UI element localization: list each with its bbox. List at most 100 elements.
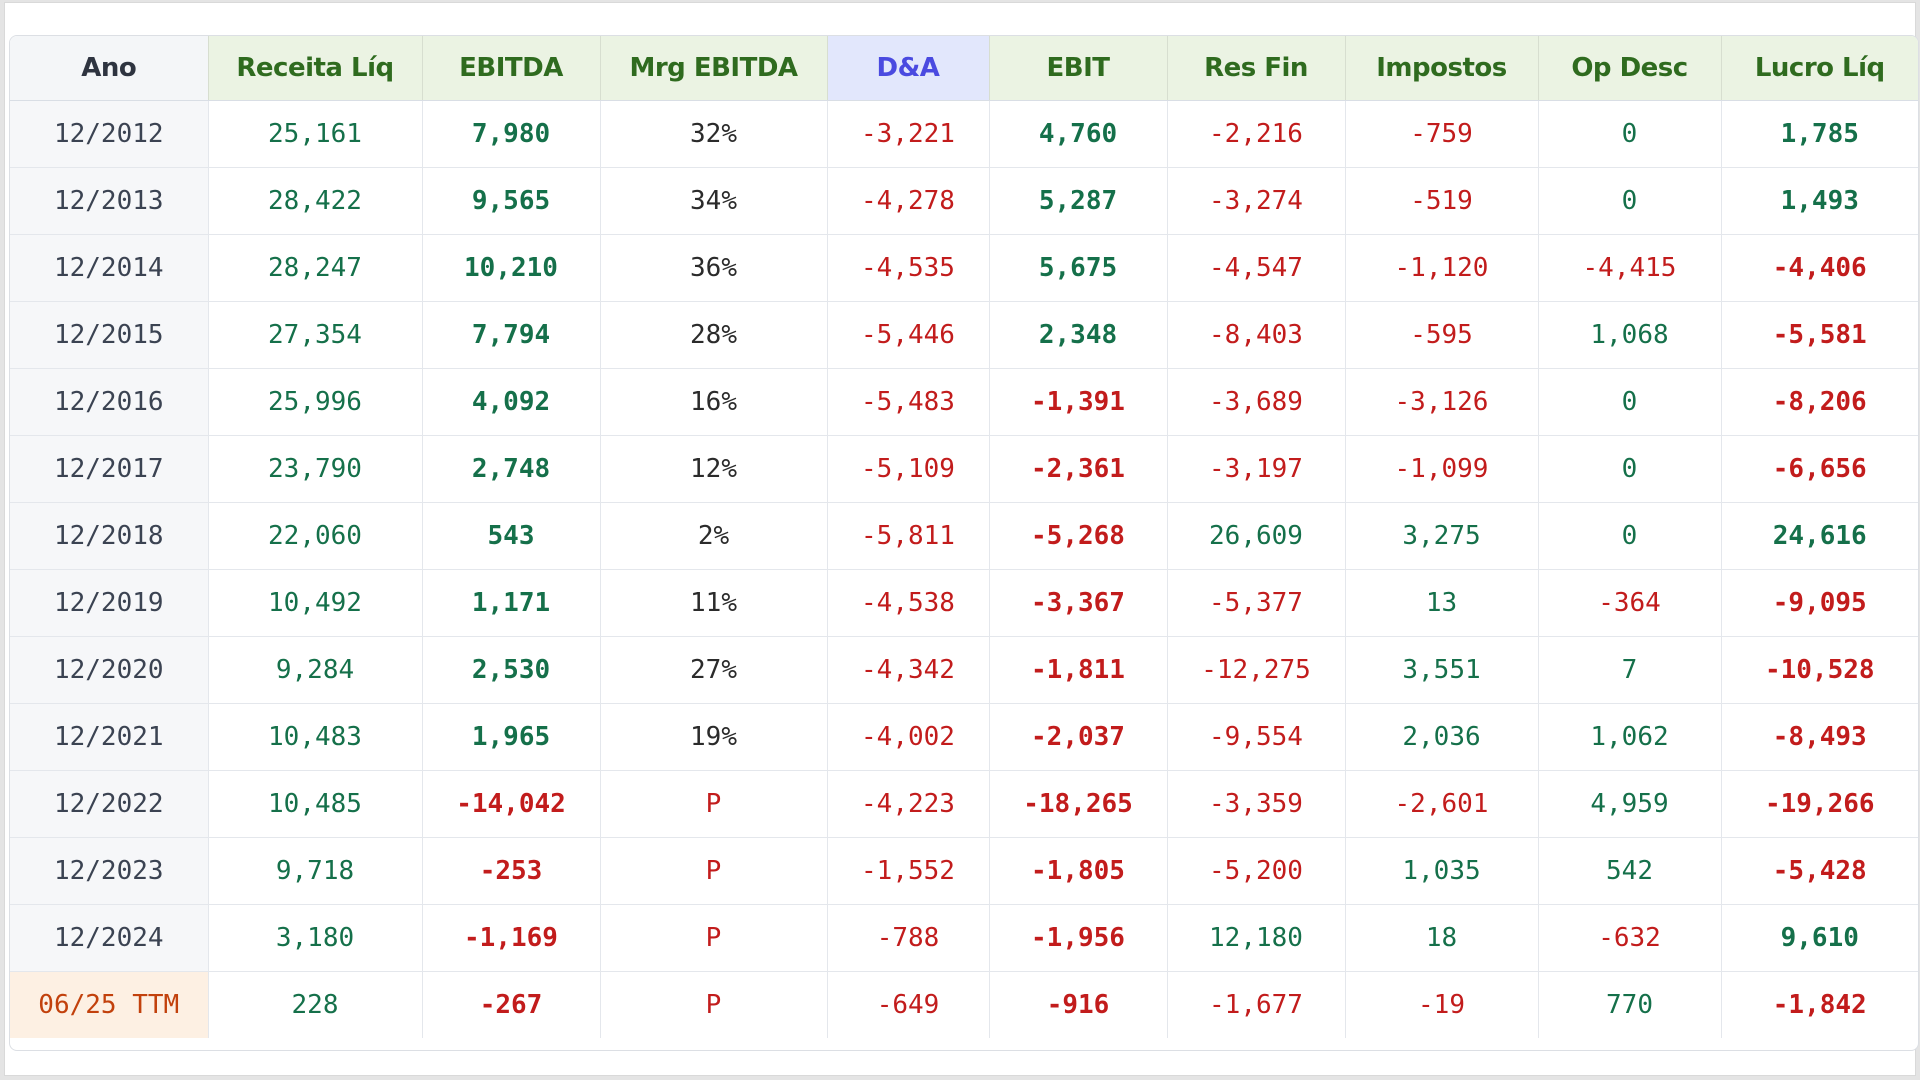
table-row[interactable]: 06/25 TTM 228 -267 P -649 -916 -1,677 -19 770 -1,… <box>10 971 1918 1038</box>
cell-ano: 06/25 TTM <box>10 971 209 1038</box>
table-row[interactable]: 12/2013 28,422 9,565 34% -4,278 5,287 -3,274 -5… <box>10 167 1918 235</box>
cell-receita-liq: 10,485 <box>208 770 423 838</box>
table-row[interactable]: 12/2012 25,161 7,980 32% -3,221 4,760 -2,216 -7… <box>10 100 1918 168</box>
cell-impostos: -1,099 <box>1345 435 1539 503</box>
cell-op-desc: 0 <box>1538 167 1722 235</box>
cell-ano: 12/2013 <box>10 167 209 235</box>
cell-res-fin: -3,359 <box>1167 770 1346 838</box>
cell-op-desc: 0 <box>1538 435 1722 503</box>
cell-mrg-ebitda: 32% <box>600 100 828 168</box>
cell-mrg-ebitda: P <box>600 837 828 905</box>
cell-ebitda: 7,794 <box>422 301 601 369</box>
column-header-receita-liq[interactable]: Receita Líq <box>208 36 423 101</box>
column-header-ebit[interactable]: EBIT <box>989 36 1168 101</box>
cell-impostos: -2,601 <box>1345 770 1539 838</box>
cell-d-and-a: -649 <box>827 971 990 1038</box>
cell-lucro-liq: 1,785 <box>1721 100 1918 168</box>
cell-lucro-liq: -6,656 <box>1721 435 1918 503</box>
cell-ebitda: 9,565 <box>422 167 601 235</box>
cell-op-desc: 4,959 <box>1538 770 1722 838</box>
cell-op-desc: -632 <box>1538 904 1722 972</box>
cell-mrg-ebitda: 34% <box>600 167 828 235</box>
cell-lucro-liq: -5,428 <box>1721 837 1918 905</box>
column-header-mrg-ebitda[interactable]: Mrg EBITDA <box>600 36 828 101</box>
column-header-ebitda[interactable]: EBITDA <box>422 36 601 101</box>
table-row[interactable]: 12/2024 3,180 -1,169 P -788 -1,956 12,180 18 -63… <box>10 904 1918 972</box>
cell-ano: 12/2016 <box>10 368 209 436</box>
cell-receita-liq: 23,790 <box>208 435 423 503</box>
cell-d-and-a: -788 <box>827 904 990 972</box>
cell-ano: 12/2020 <box>10 636 209 704</box>
cell-ano: 12/2022 <box>10 770 209 838</box>
cell-res-fin: -3,274 <box>1167 167 1346 235</box>
table-row[interactable]: 12/2015 27,354 7,794 28% -5,446 2,348 -8,403 -5… <box>10 301 1918 369</box>
table-row[interactable]: 12/2017 23,790 2,748 12% -5,109 -2,361 -3,197-… <box>10 435 1918 503</box>
cell-mrg-ebitda: P <box>600 904 828 972</box>
cell-ano: 12/2017 <box>10 435 209 503</box>
cell-ebit: -2,037 <box>989 703 1168 771</box>
cell-receita-liq: 25,161 <box>208 100 423 168</box>
cell-ebit: -5,268 <box>989 502 1168 570</box>
financial-table: Ano Receita Líq EBITDA Mrg EBITDA D&A EB… <box>10 36 1918 1038</box>
cell-ebit: -18,265 <box>989 770 1168 838</box>
cell-res-fin: -4,547 <box>1167 234 1346 302</box>
cell-lucro-liq: -19,266 <box>1721 770 1918 838</box>
cell-d-and-a: -5,811 <box>827 502 990 570</box>
cell-op-desc: 1,068 <box>1538 301 1722 369</box>
cell-impostos: -1,120 <box>1345 234 1539 302</box>
cell-ebit: -916 <box>989 971 1168 1038</box>
cell-mrg-ebitda: 11% <box>600 569 828 637</box>
cell-impostos: 13 <box>1345 569 1539 637</box>
cell-lucro-liq: -9,095 <box>1721 569 1918 637</box>
cell-lucro-liq: -10,528 <box>1721 636 1918 704</box>
cell-ebitda: -253 <box>422 837 601 905</box>
column-header-res-fin[interactable]: Res Fin <box>1167 36 1346 101</box>
cell-op-desc: -4,415 <box>1538 234 1722 302</box>
column-header-op-desc[interactable]: Op Desc <box>1538 36 1722 101</box>
cell-ebit: -1,811 <box>989 636 1168 704</box>
cell-receita-liq: 9,284 <box>208 636 423 704</box>
column-header-impostos[interactable]: Impostos <box>1345 36 1539 101</box>
cell-d-and-a: -4,535 <box>827 234 990 302</box>
cell-ano: 12/2019 <box>10 569 209 637</box>
cell-lucro-liq: -5,581 <box>1721 301 1918 369</box>
cell-mrg-ebitda: P <box>600 770 828 838</box>
cell-d-and-a: -4,538 <box>827 569 990 637</box>
cell-ebitda: 4,092 <box>422 368 601 436</box>
cell-d-and-a: -5,483 <box>827 368 990 436</box>
table-row[interactable]: 12/2020 9,284 2,530 27% -4,342 -1,811 -12,275 3… <box>10 636 1918 704</box>
cell-res-fin: -9,554 <box>1167 703 1346 771</box>
cell-op-desc: 542 <box>1538 837 1722 905</box>
cell-receita-liq: 27,354 <box>208 301 423 369</box>
table-row[interactable]: 12/2016 25,996 4,092 16% -5,483 -1,391 -3,689-… <box>10 368 1918 436</box>
column-header-d-and-a[interactable]: D&A <box>827 36 990 101</box>
cell-ano: 12/2018 <box>10 502 209 570</box>
cell-d-and-a: -4,342 <box>827 636 990 704</box>
table-row[interactable]: 12/2019 10,492 1,171 11% -4,538 -3,367 -5,377 1… <box>10 569 1918 637</box>
cell-d-and-a: -5,446 <box>827 301 990 369</box>
cell-lucro-liq: 9,610 <box>1721 904 1918 972</box>
cell-ebit: -3,367 <box>989 569 1168 637</box>
column-header-lucro-liq[interactable]: Lucro Líq <box>1721 36 1918 101</box>
column-header-ano[interactable]: Ano <box>10 36 209 101</box>
cell-ebit: 5,675 <box>989 234 1168 302</box>
table-row[interactable]: 12/2014 28,247 10,210 36% -4,535 5,675 -4,547-… <box>10 234 1918 302</box>
cell-res-fin: -3,197 <box>1167 435 1346 503</box>
cell-mrg-ebitda: 12% <box>600 435 828 503</box>
cell-op-desc: 0 <box>1538 100 1722 168</box>
table-row[interactable]: 12/2023 9,718 -253 P -1,552 -1,805 -5,200 1,035… <box>10 837 1918 905</box>
cell-d-and-a: -5,109 <box>827 435 990 503</box>
screenshot-frame: Ano Receita Líq EBITDA Mrg EBITDA D&A EB… <box>4 2 1919 1076</box>
cell-ebitda: 2,748 <box>422 435 601 503</box>
table-row[interactable]: 12/2021 10,483 1,965 19% -4,002 -2,037 -9,554 2… <box>10 703 1918 771</box>
cell-impostos: -595 <box>1345 301 1539 369</box>
table-row[interactable]: 12/2022 10,485 -14,042 P -4,223 -18,265 -3,359… <box>10 770 1918 838</box>
cell-res-fin: 12,180 <box>1167 904 1346 972</box>
cell-ebit: -2,361 <box>989 435 1168 503</box>
table-row[interactable]: 12/2018 22,060 543 2% -5,811 -5,268 26,609 3,27… <box>10 502 1918 570</box>
cell-lucro-liq: 24,616 <box>1721 502 1918 570</box>
cell-ebit: -1,805 <box>989 837 1168 905</box>
cell-d-and-a: -3,221 <box>827 100 990 168</box>
cell-receita-liq: 3,180 <box>208 904 423 972</box>
cell-op-desc: 0 <box>1538 368 1722 436</box>
